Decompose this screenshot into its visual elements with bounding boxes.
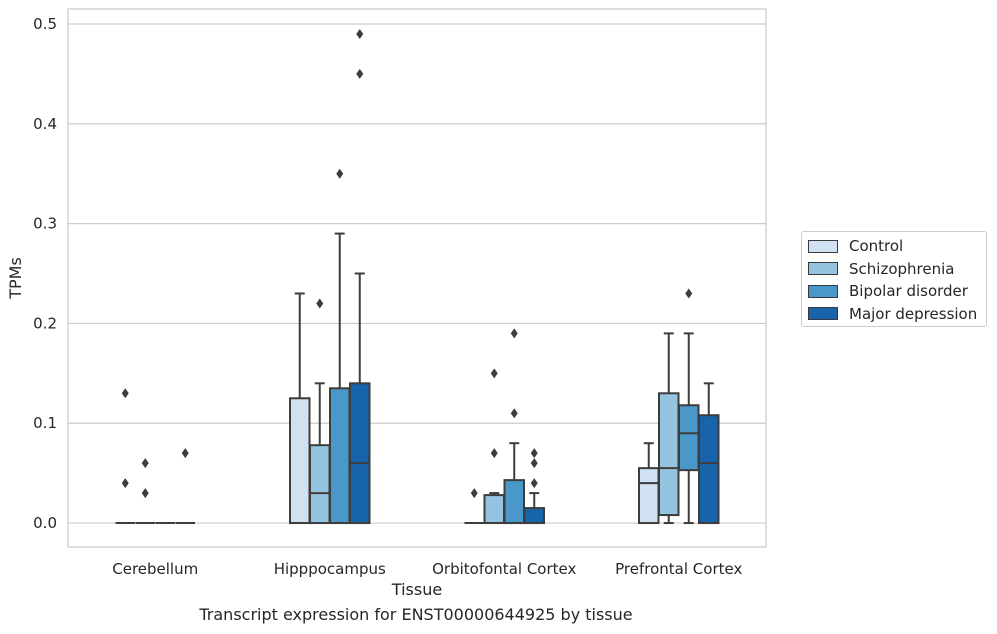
box-1-2 <box>329 168 351 525</box>
outlier-point <box>530 448 538 459</box>
y-tick-label: 0.5 <box>33 15 57 33</box>
box-2-2 <box>503 328 525 525</box>
box-2-3 <box>523 448 545 525</box>
plot-frame <box>67 8 767 548</box>
legend-label: Bipolar disorder <box>849 282 968 301</box>
legend-swatch-bipolar <box>808 284 838 298</box>
legend-label: Schizophrenia <box>849 259 955 278</box>
box-3-1 <box>658 332 680 525</box>
box-3-3 <box>698 382 720 525</box>
box <box>658 392 680 517</box>
outlier-point <box>181 448 189 459</box>
box <box>309 444 331 525</box>
outlier-point <box>356 28 364 39</box>
outlier-point <box>490 368 498 379</box>
outlier-point <box>141 458 149 469</box>
outlier-point <box>121 388 129 399</box>
outlier-point <box>530 478 538 489</box>
legend-item-major-depression: Major depression <box>808 303 980 326</box>
box <box>349 382 371 525</box>
outlier-point <box>685 288 693 299</box>
box <box>698 414 720 525</box>
x-axis-label: Tissue <box>391 580 442 599</box>
box-2-0 <box>464 488 484 525</box>
outlier-point <box>530 458 538 469</box>
outlier-point <box>121 478 129 489</box>
legend: Control Schizophrenia Bipolar disorder M… <box>801 231 987 327</box>
outlier-point <box>336 168 344 179</box>
x-tick-label: Prefrontal Cortex <box>615 560 742 578</box>
outlier-point <box>141 488 149 499</box>
box-0-1 <box>135 458 155 525</box>
box-0-3 <box>175 448 195 525</box>
outlier-point <box>510 408 518 419</box>
box <box>523 507 545 525</box>
box <box>678 404 700 472</box>
y-tick-label: 0.2 <box>33 314 57 332</box>
box-2-1 <box>483 368 505 525</box>
legend-swatch-control <box>808 239 838 253</box>
legend-item-schizophrenia: Schizophrenia <box>808 258 980 281</box>
y-tick-label: 0.0 <box>33 514 57 532</box>
x-tick-label: Orbitofontal Cortex <box>432 560 576 578</box>
box-3-2 <box>678 288 700 525</box>
box-1-1 <box>309 298 331 525</box>
outlier-point <box>356 68 364 79</box>
legend-label: Control <box>849 237 904 256</box>
box-3-0 <box>638 442 660 525</box>
box-groups <box>115 28 720 525</box>
x-tick-label: Hipppocampus <box>274 560 386 578</box>
box <box>638 467 660 525</box>
outlier-point <box>510 328 518 339</box>
box-0-0 <box>115 388 135 525</box>
y-axis-label: TPMs <box>6 257 25 300</box>
box <box>329 387 351 525</box>
outlier-point <box>490 448 498 459</box>
y-tick-label: 0.1 <box>33 414 57 432</box>
boxplot-chart: 0.0 0.1 0.2 0.3 0.4 0.5 Cerebellum Hipppocampu… <box>6 8 767 599</box>
x-tick-label: Cerebellum <box>112 560 198 578</box>
outlier-point <box>316 298 324 309</box>
legend-item-control: Control <box>808 235 980 258</box>
y-tick-label: 0.3 <box>33 215 57 233</box>
box <box>289 397 311 525</box>
legend-item-bipolar: Bipolar disorder <box>808 280 980 303</box>
legend-label: Major depression <box>849 304 978 323</box>
y-tick-label: 0.4 <box>33 115 57 133</box>
box-1-3 <box>349 28 371 525</box>
box-1-0 <box>289 292 311 525</box>
legend-swatch-schizophrenia <box>808 262 838 276</box>
outlier-point <box>470 488 478 499</box>
y-tick-labels: 0.0 0.1 0.2 0.3 0.4 0.5 <box>33 15 57 532</box>
legend-swatch-major-depression <box>808 307 838 321</box>
chart-caption: Transcript expression for ENST0000064492… <box>199 605 633 624</box>
box <box>503 479 525 525</box>
x-tick-labels: Cerebellum Hipppocampus Orbitofontal Corte… <box>112 560 742 578</box>
box <box>483 494 505 525</box>
